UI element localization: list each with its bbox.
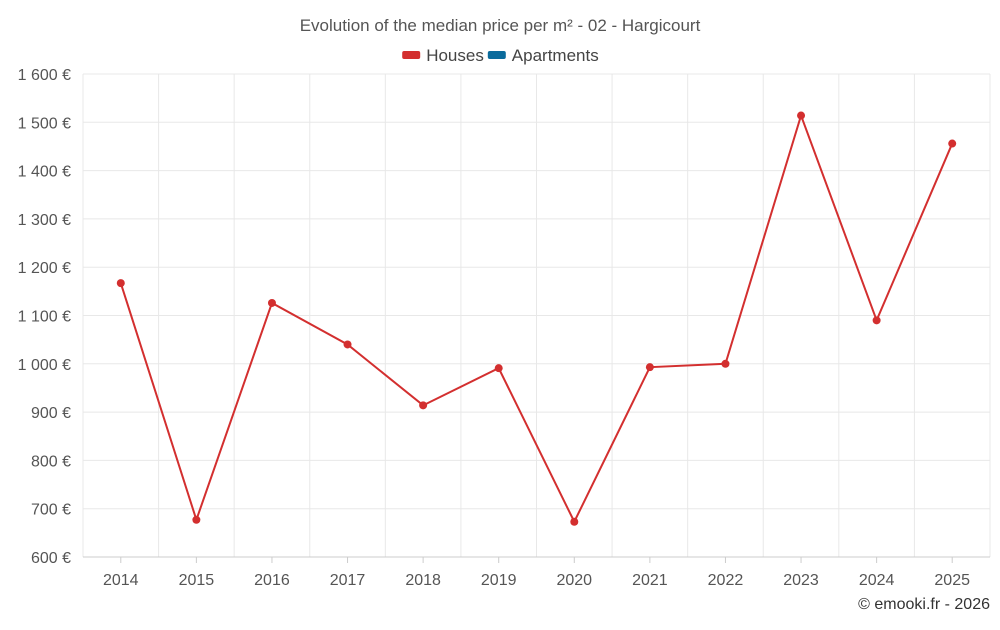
y-tick-label: 1 400 € bbox=[18, 164, 71, 181]
x-tick-label: 2021 bbox=[632, 572, 668, 589]
chart-title: Evolution of the median price per m² - 0… bbox=[300, 16, 701, 35]
x-tick-label: 2016 bbox=[254, 572, 290, 589]
data-point[interactable] bbox=[343, 340, 352, 349]
legend-label: Houses bbox=[426, 46, 484, 65]
y-tick-label: 1 000 € bbox=[18, 357, 71, 374]
x-tick-label: 2025 bbox=[934, 572, 970, 589]
grid bbox=[82, 73, 991, 558]
y-tick-label: 1 100 € bbox=[18, 309, 71, 326]
y-tick-label: 700 € bbox=[31, 502, 71, 519]
x-tick-label: 2018 bbox=[405, 572, 441, 589]
y-tick-label: 600 € bbox=[31, 550, 71, 567]
data-point[interactable] bbox=[419, 401, 428, 410]
x-tick-label: 2014 bbox=[103, 572, 139, 589]
y-tick-label: 1 200 € bbox=[18, 260, 71, 277]
data-point[interactable] bbox=[570, 517, 579, 526]
y-tick-label: 1 600 € bbox=[18, 67, 71, 84]
credit-text: © emooki.fr - 2026 bbox=[858, 596, 990, 613]
data-point[interactable] bbox=[494, 364, 503, 373]
data-point[interactable] bbox=[948, 139, 957, 148]
x-tick-label: 2020 bbox=[556, 572, 592, 589]
y-tick-label: 800 € bbox=[31, 453, 71, 470]
x-tick-label: 2017 bbox=[330, 572, 366, 589]
data-point[interactable] bbox=[116, 279, 125, 288]
x-tick-label: 2022 bbox=[708, 572, 744, 589]
series-line-houses bbox=[119, 112, 954, 525]
x-axis-ticks: 2014 2015 2016 2017 2018 2019 2020 2021 2022 2023… bbox=[103, 557, 970, 589]
data-point[interactable] bbox=[645, 363, 654, 372]
legend-item-houses[interactable]: Houses bbox=[402, 46, 484, 65]
y-tick-label: 1 300 € bbox=[18, 212, 71, 229]
series-layer bbox=[116, 111, 957, 526]
y-tick-label: 1 500 € bbox=[18, 115, 71, 132]
legend-label: Apartments bbox=[512, 46, 599, 65]
x-tick-label: 2024 bbox=[859, 572, 895, 589]
legend-swatch bbox=[487, 51, 506, 59]
data-point[interactable] bbox=[797, 111, 806, 120]
x-tick-label: 2015 bbox=[179, 572, 215, 589]
data-point[interactable] bbox=[872, 316, 881, 325]
y-tick-label: 900 € bbox=[31, 405, 71, 422]
legend[interactable]: Houses Apartments bbox=[402, 46, 599, 65]
legend-swatch bbox=[402, 51, 421, 59]
data-point[interactable] bbox=[192, 515, 201, 524]
data-point[interactable] bbox=[721, 359, 730, 368]
x-tick-label: 2019 bbox=[481, 572, 517, 589]
data-point[interactable] bbox=[267, 298, 276, 307]
legend-item-apartments[interactable]: Apartments bbox=[487, 46, 599, 65]
x-tick-label: 2023 bbox=[783, 572, 819, 589]
y-axis-ticks: 600 € 700 € 800 € 900 € 1 000 € 1 100 € 1 200 … bbox=[18, 67, 71, 567]
